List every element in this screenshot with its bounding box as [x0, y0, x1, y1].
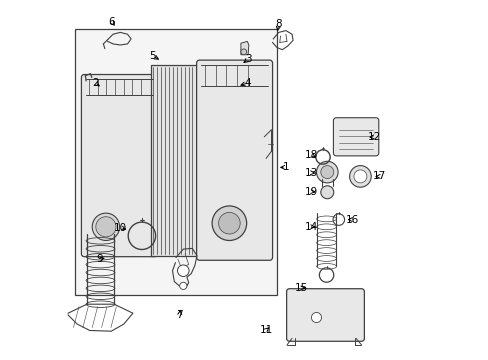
- Text: 19: 19: [304, 186, 317, 197]
- Circle shape: [218, 212, 240, 234]
- FancyBboxPatch shape: [333, 118, 378, 156]
- Text: 6: 6: [108, 17, 114, 27]
- Circle shape: [212, 206, 246, 240]
- Polygon shape: [241, 41, 248, 55]
- Text: 15: 15: [294, 283, 307, 293]
- Circle shape: [179, 282, 186, 289]
- Text: 2: 2: [92, 78, 98, 88]
- Text: 4: 4: [244, 78, 251, 88]
- FancyBboxPatch shape: [196, 60, 272, 260]
- Circle shape: [316, 161, 337, 183]
- Text: 13: 13: [304, 168, 317, 178]
- Circle shape: [311, 312, 321, 323]
- FancyBboxPatch shape: [286, 289, 364, 341]
- Text: 3: 3: [244, 54, 251, 64]
- Circle shape: [320, 186, 333, 199]
- Text: 8: 8: [275, 19, 282, 30]
- Text: 14: 14: [304, 222, 317, 232]
- Text: 5: 5: [149, 51, 156, 61]
- Bar: [75, 29, 276, 295]
- Text: 12: 12: [367, 132, 381, 142]
- Circle shape: [241, 49, 246, 55]
- Circle shape: [177, 265, 189, 276]
- Text: 9: 9: [96, 254, 103, 264]
- Text: 7: 7: [176, 310, 183, 320]
- Text: 17: 17: [372, 171, 386, 181]
- Text: 16: 16: [345, 215, 358, 225]
- Circle shape: [349, 166, 370, 187]
- Bar: [151, 65, 203, 256]
- Circle shape: [320, 166, 333, 179]
- Circle shape: [92, 213, 120, 240]
- Circle shape: [96, 217, 116, 237]
- FancyBboxPatch shape: [81, 75, 157, 257]
- Text: 10: 10: [114, 222, 126, 233]
- Circle shape: [353, 170, 366, 183]
- Text: 1: 1: [282, 162, 288, 172]
- Text: 18: 18: [304, 150, 317, 160]
- Text: 11: 11: [259, 325, 272, 335]
